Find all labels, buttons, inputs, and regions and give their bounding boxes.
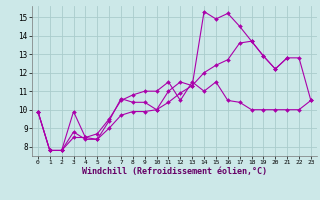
X-axis label: Windchill (Refroidissement éolien,°C): Windchill (Refroidissement éolien,°C) — [82, 167, 267, 176]
